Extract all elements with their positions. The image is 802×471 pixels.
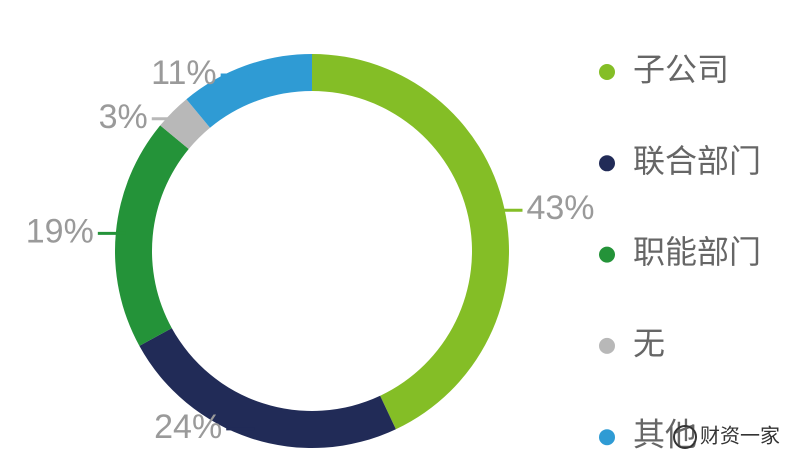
legend-marker [599, 64, 615, 80]
donut-segment [115, 125, 189, 346]
data-label: 3% [99, 98, 148, 136]
legend-marker [599, 429, 615, 446]
legend-marker [599, 337, 615, 354]
data-label: 11% [151, 54, 217, 92]
watermark: 财资一家 [673, 424, 780, 449]
donut-segment [312, 54, 509, 430]
watermark-text: 财资一家 [700, 424, 780, 447]
watermark-icon [673, 425, 697, 449]
donut-segment [186, 54, 312, 128]
legend-marker [599, 155, 615, 172]
legend-label: 职能部门 [633, 234, 761, 270]
data-label: 24% [154, 408, 222, 446]
legend-label: 其他 [633, 417, 697, 453]
legend-label: 联合部门 [633, 143, 761, 179]
data-label: 43% [526, 189, 594, 227]
donut-segment [139, 328, 396, 448]
legend-label: 无 [633, 325, 665, 361]
legend-marker [599, 246, 615, 263]
donut-segment [160, 99, 211, 150]
legend-label: 子公司 [633, 51, 729, 87]
data-label: 19% [26, 212, 94, 250]
